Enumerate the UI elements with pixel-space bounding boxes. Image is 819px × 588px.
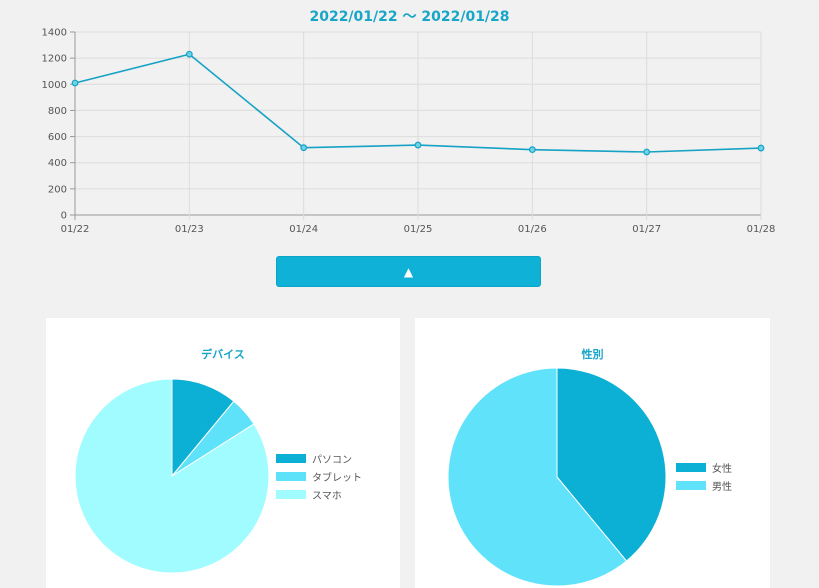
y-tick-label: 1000 bbox=[42, 80, 67, 91]
y-tick-label: 600 bbox=[48, 132, 67, 143]
x-tick-label: 01/23 bbox=[175, 224, 204, 235]
legend-swatch bbox=[676, 462, 706, 472]
gender-chart-title: 性別 bbox=[581, 348, 604, 361]
y-tick-label: 200 bbox=[48, 184, 67, 195]
legend-item[interactable]: パソコン bbox=[276, 449, 362, 467]
x-tick-label: 01/28 bbox=[747, 224, 776, 235]
data-point bbox=[414, 141, 422, 149]
gender-card: 性別 女性男性 bbox=[415, 318, 770, 588]
legend-label: スマホ bbox=[312, 490, 342, 502]
pie-slice bbox=[74, 378, 270, 574]
legend-swatch bbox=[276, 453, 306, 463]
data-point bbox=[185, 50, 193, 58]
legend-swatch bbox=[676, 480, 706, 490]
legend-label: タブレット bbox=[312, 472, 362, 484]
data-point bbox=[643, 148, 651, 156]
y-tick-label: 800 bbox=[48, 106, 67, 117]
data-point bbox=[757, 144, 765, 152]
data-point bbox=[71, 79, 79, 87]
pie-slice bbox=[171, 378, 235, 478]
x-tick-label: 01/27 bbox=[632, 224, 661, 235]
y-tick-label: 400 bbox=[48, 158, 67, 169]
pie-slice bbox=[556, 367, 667, 562]
grid bbox=[70, 31, 762, 220]
y-tick-label: 1400 bbox=[42, 28, 67, 39]
device-legend: パソコンタブレットスマホ bbox=[276, 449, 362, 503]
legend-item[interactable]: 女性 bbox=[676, 458, 732, 476]
gender-legend: 女性 男性 bbox=[676, 458, 732, 494]
data-point bbox=[528, 146, 536, 154]
device-pie-chart bbox=[74, 378, 270, 574]
legend-item[interactable]: スマホ bbox=[276, 485, 362, 503]
legend-swatch bbox=[276, 489, 306, 499]
legend-label: パソコン bbox=[312, 454, 352, 466]
collapse-button[interactable]: ▲ bbox=[276, 256, 541, 287]
line-chart: 0 200 400 600 800 1000 1200 1400 01/22 01/23 01/24… bbox=[42, 28, 776, 236]
x-tick-label: 01/25 bbox=[404, 224, 433, 235]
legend-label: 女性 bbox=[712, 463, 732, 475]
x-tick-label: 01/24 bbox=[289, 224, 318, 235]
x-tick-label: 01/26 bbox=[518, 224, 547, 235]
data-point bbox=[300, 144, 308, 152]
legend-item[interactable]: 男性 bbox=[676, 476, 732, 494]
y-tick-label: 1200 bbox=[42, 54, 67, 65]
y-tick-label: 0 bbox=[61, 211, 67, 222]
x-tick-label: 01/22 bbox=[61, 224, 90, 235]
pie-slice bbox=[447, 367, 628, 587]
triangle-up-icon: ▲ bbox=[403, 264, 414, 279]
legend-item[interactable]: タブレット bbox=[276, 467, 362, 485]
date-range-title: 2022/01/22 ～ 2022/01/28 bbox=[309, 9, 510, 25]
legend-label: 男性 bbox=[712, 481, 732, 493]
gender-pie-chart bbox=[447, 367, 667, 587]
legend-swatch bbox=[276, 471, 306, 481]
device-card: デバイス パソコンタブレットスマホ bbox=[46, 318, 400, 588]
device-chart-title: デバイス bbox=[201, 348, 245, 361]
